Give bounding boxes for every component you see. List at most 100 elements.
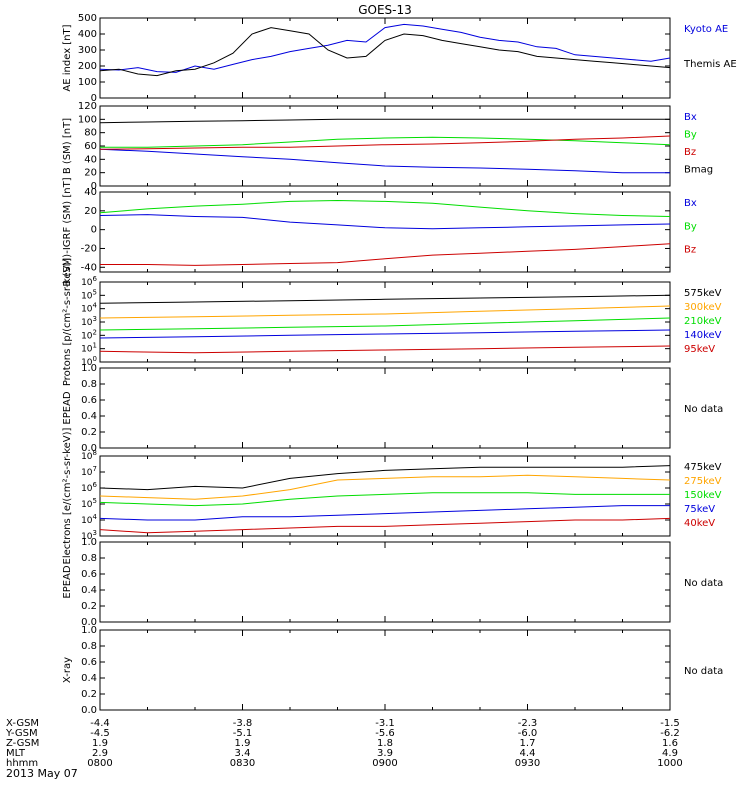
plot-frame (99, 455, 671, 537)
y-tick-label: 40 (84, 154, 97, 165)
x-axis-row-label: hhmm (6, 758, 38, 769)
series-line-475kev (99, 465, 671, 491)
y-tick-label: 0.0 (81, 617, 97, 628)
legend-bz: Bz (684, 147, 696, 158)
y-tick-label: 104 (81, 513, 97, 526)
y-tick-label: 300 (78, 45, 97, 56)
y-axis-label: X-ray (62, 657, 73, 683)
series-line-bx (99, 214, 671, 230)
y-tick-label: 200 (78, 61, 97, 72)
x-axis-value: 4.9 (662, 748, 678, 759)
plot-frame (99, 17, 671, 99)
figure-title: GOES-13 (358, 3, 412, 17)
legend-kyoto-ae: Kyoto AE (684, 24, 728, 35)
y-tick-exponent: 6 (93, 275, 98, 283)
x-axis-value: -5.1 (233, 728, 253, 739)
series-line-bz (99, 135, 671, 150)
x-axis-value: 3.9 (377, 748, 393, 759)
y-axis-label: Protons [p/(cm²-s-sr-keV)] (62, 258, 73, 386)
y-tick-exponent: 3 (93, 315, 97, 323)
x-axis-value: 1000 (657, 758, 682, 769)
panel-xray: 0.0 0.2 0.4 0.6 0.8 1.0 X-ray No data (62, 625, 723, 716)
y-tick-label: 0.4 (81, 585, 97, 596)
panel-epead_e: 0.0 0.2 0.4 0.6 0.8 1.0 EPEAD No data (62, 537, 723, 628)
x-axis-value: 1.9 (235, 738, 251, 749)
x-axis-value: 1.8 (377, 738, 393, 749)
series-line-300kev (99, 305, 671, 319)
series-line-bmag (99, 118, 670, 124)
panel-epead_p: 0.0 0.2 0.4 0.6 0.8 1.0 EPEAD No data (62, 363, 723, 454)
y-tick-label: 60 (84, 141, 97, 152)
y-tick-label: 0 (91, 181, 97, 192)
y-tick-label: 106 (81, 481, 97, 494)
x-axis-value: 0800 (87, 758, 112, 769)
y-axis-label: EPEAD (62, 391, 73, 425)
series-line-bz (100, 243, 671, 266)
y-tick-label: 20 (84, 206, 97, 217)
y-axis-label: B (SM) [nT] (62, 118, 73, 174)
x-axis-value: 1.6 (662, 738, 678, 749)
series-line-150kev (99, 492, 670, 507)
y-tick-label: 100 (78, 114, 97, 125)
series-line-40kev (99, 517, 671, 534)
y-tick-label: 20 (84, 168, 97, 179)
plot-frame (99, 191, 671, 273)
y-tick-label: 1.0 (81, 363, 97, 374)
y-tick-label: 1.0 (81, 625, 97, 636)
y-tick-label: 400 (78, 29, 97, 40)
legend-150kev: 150keV (684, 490, 722, 501)
series-line-bx (99, 148, 670, 174)
legend-95kev: 95keV (684, 344, 715, 355)
y-tick-exponent: 3 (93, 529, 97, 537)
series-line-575kev (99, 294, 671, 304)
y-tick-label: 120 (78, 101, 97, 112)
series-line-kyoto-ae (99, 23, 671, 73)
panel-bdiff: -40 -20 0 20 40 B (SM)-IGRF (SM) [nT] Bx By Bz (62, 177, 697, 286)
y-tick-label: 0.6 (81, 569, 97, 580)
x-axis-row-label: MLT (6, 748, 26, 759)
x-axis-row-label: Z-GSM (6, 738, 39, 749)
no-data-label: No data (684, 666, 723, 677)
series-line-by (99, 199, 671, 217)
y-axis-label: Electrons [e/(cm²-s-sr-keV)] (62, 427, 73, 564)
y-tick-label: 0.8 (81, 379, 97, 390)
y-tick-label: 105 (81, 497, 97, 510)
legend-bmag: Bmag (684, 165, 713, 176)
y-tick-label: 102 (81, 328, 97, 341)
legend-210kev: 210keV (684, 316, 722, 327)
no-data-label: No data (684, 578, 723, 589)
y-tick-label: 104 (81, 302, 97, 315)
x-axis-value: 3.4 (235, 748, 251, 759)
y-tick-label: 40 (84, 187, 97, 198)
y-tick-label: 0.0 (81, 443, 97, 454)
legend-475kev: 475keV (684, 462, 722, 473)
series-line-210kev (99, 317, 671, 331)
y-tick-exponent: 5 (93, 497, 97, 505)
x-axis-row-label: Y-GSM (5, 728, 38, 739)
panel-ae: 0 100 200 300 400 500 AE index [nT] Kyoto AE The… (62, 13, 737, 104)
y-tick-label: -40 (81, 262, 97, 273)
legend-300kev: 300keV (684, 302, 722, 313)
y-tick-label: 0.4 (81, 673, 97, 684)
y-tick-exponent: 0 (93, 355, 97, 363)
legend-575kev: 575keV (684, 288, 722, 299)
y-tick-label: 0 (91, 225, 97, 236)
y-tick-exponent: 6 (93, 481, 98, 489)
y-tick-exponent: 8 (93, 449, 97, 457)
y-tick-label: 106 (81, 275, 97, 288)
y-tick-label: 101 (81, 342, 97, 355)
panel-b: 0 20 40 60 80 100 120 B (SM) [nT] Bx By Bz Bmag (62, 101, 713, 192)
y-tick-label: 0.0 (81, 705, 97, 716)
legend-by: By (684, 130, 697, 141)
series-line-by (100, 136, 671, 148)
x-axis-value: 0930 (515, 758, 540, 769)
x-axis-value: 1.7 (520, 738, 536, 749)
y-tick-exponent: 5 (93, 288, 97, 296)
x-axis-value: -3.8 (233, 718, 253, 729)
x-axis-value: -4.5 (90, 728, 110, 739)
y-tick-label: 105 (81, 288, 97, 301)
y-tick-label: 107 (81, 465, 97, 478)
x-axis-value: -6.0 (518, 728, 538, 739)
